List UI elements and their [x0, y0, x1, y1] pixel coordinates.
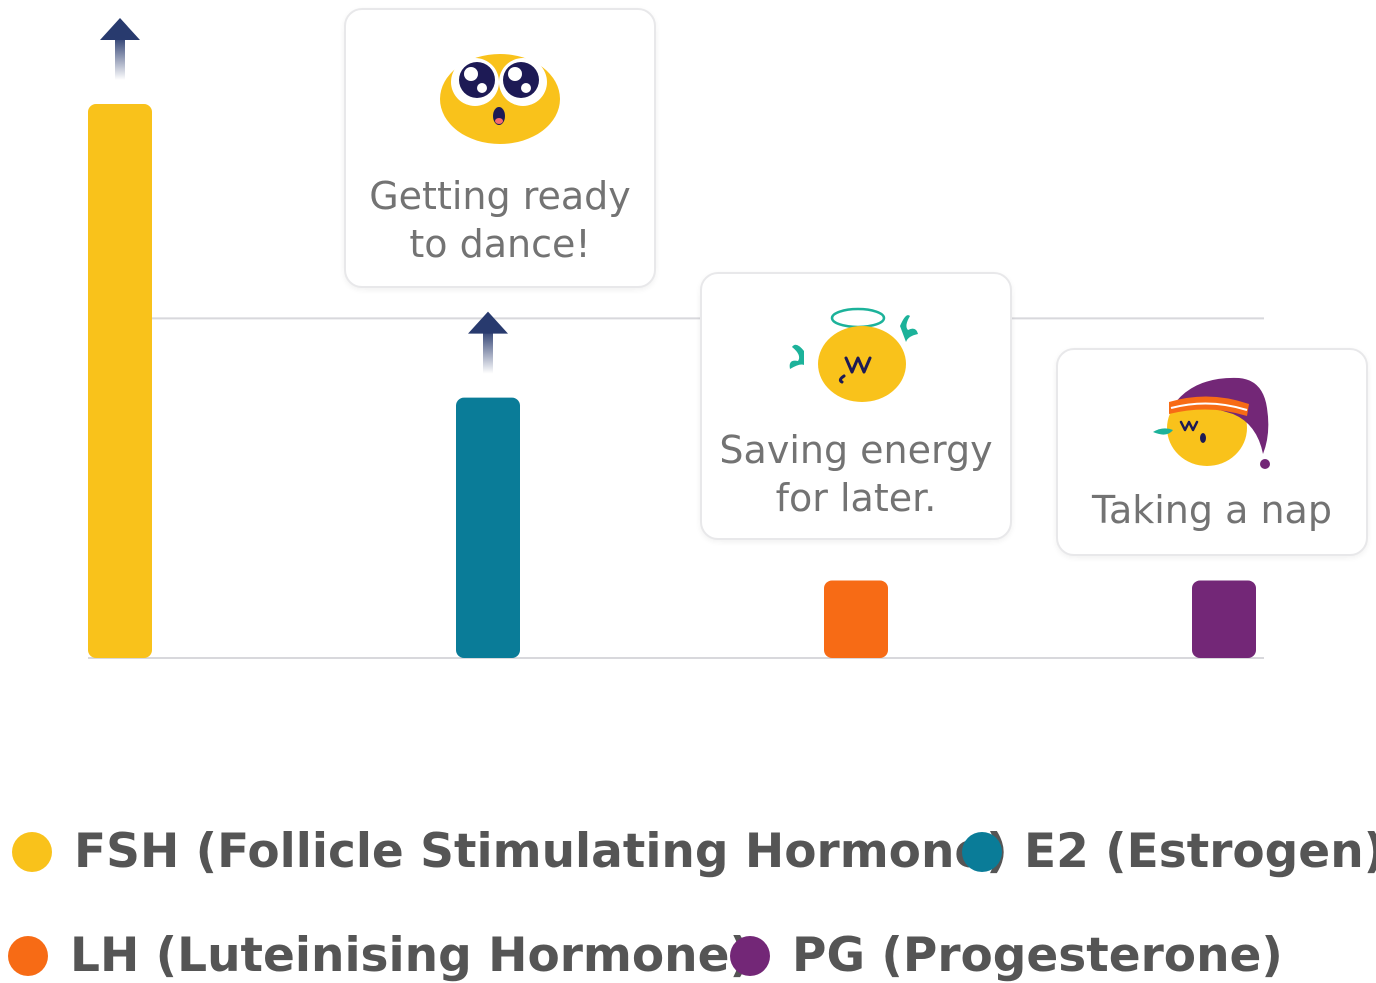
legend-dot-pg [730, 935, 770, 976]
e2-mood-card: Getting ready to dance! [344, 8, 656, 288]
pg-card-text: Taking a nap [1092, 488, 1332, 532]
e2-card-text: Getting ready to dance! [369, 174, 631, 266]
rising-arrow-icon-fsh [100, 18, 140, 80]
bar-lh [824, 580, 888, 658]
legend-label-lh: LH (Luteinising Hormone) [70, 928, 751, 983]
sleeping-face-icon [1153, 377, 1270, 469]
bar-pg [1192, 580, 1256, 658]
legend-label-e2: E2 (Estrogen) [1024, 824, 1376, 879]
legend-dot-lh [8, 935, 48, 976]
pg-mood-card: Taking a nap [1056, 348, 1368, 556]
legend-item-lh: LH (Luteinising Hormone) [8, 928, 751, 983]
lh-card-text: Saving energy for later. [719, 428, 993, 520]
legend-item-pg: PG (Progesterone) [730, 928, 1283, 983]
bar-fsh [88, 104, 152, 658]
legend-dot-e2 [962, 831, 1002, 872]
legend-item-fsh: FSH (Follicle Stimulating Hormone) [12, 824, 1008, 879]
excited-face-icon [440, 54, 560, 144]
legend-item-e2: E2 (Estrogen) [962, 824, 1376, 879]
legend-dot-fsh [12, 831, 52, 872]
angel-face-icon [789, 307, 918, 402]
bar-e2 [456, 397, 520, 658]
legend-label-fsh: FSH (Follicle Stimulating Hormone) [74, 824, 1008, 879]
lh-mood-card: Saving energy for later. [700, 272, 1012, 540]
rising-arrow-icon-e2 [468, 311, 508, 374]
hormone-bar-chart [88, 18, 1264, 659]
legend-label-pg: PG (Progesterone) [792, 928, 1283, 983]
